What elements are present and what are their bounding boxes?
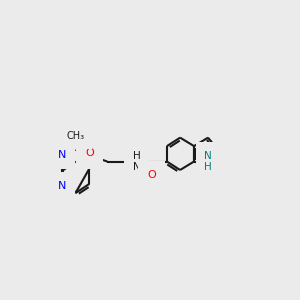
Text: O: O bbox=[85, 148, 94, 158]
Text: N
H: N H bbox=[204, 151, 212, 172]
Text: H
N: H N bbox=[133, 151, 141, 172]
Text: N: N bbox=[58, 181, 67, 191]
Text: O: O bbox=[147, 169, 156, 180]
Text: N: N bbox=[58, 150, 67, 160]
Text: CH₃: CH₃ bbox=[66, 131, 85, 141]
Text: N: N bbox=[85, 150, 94, 160]
